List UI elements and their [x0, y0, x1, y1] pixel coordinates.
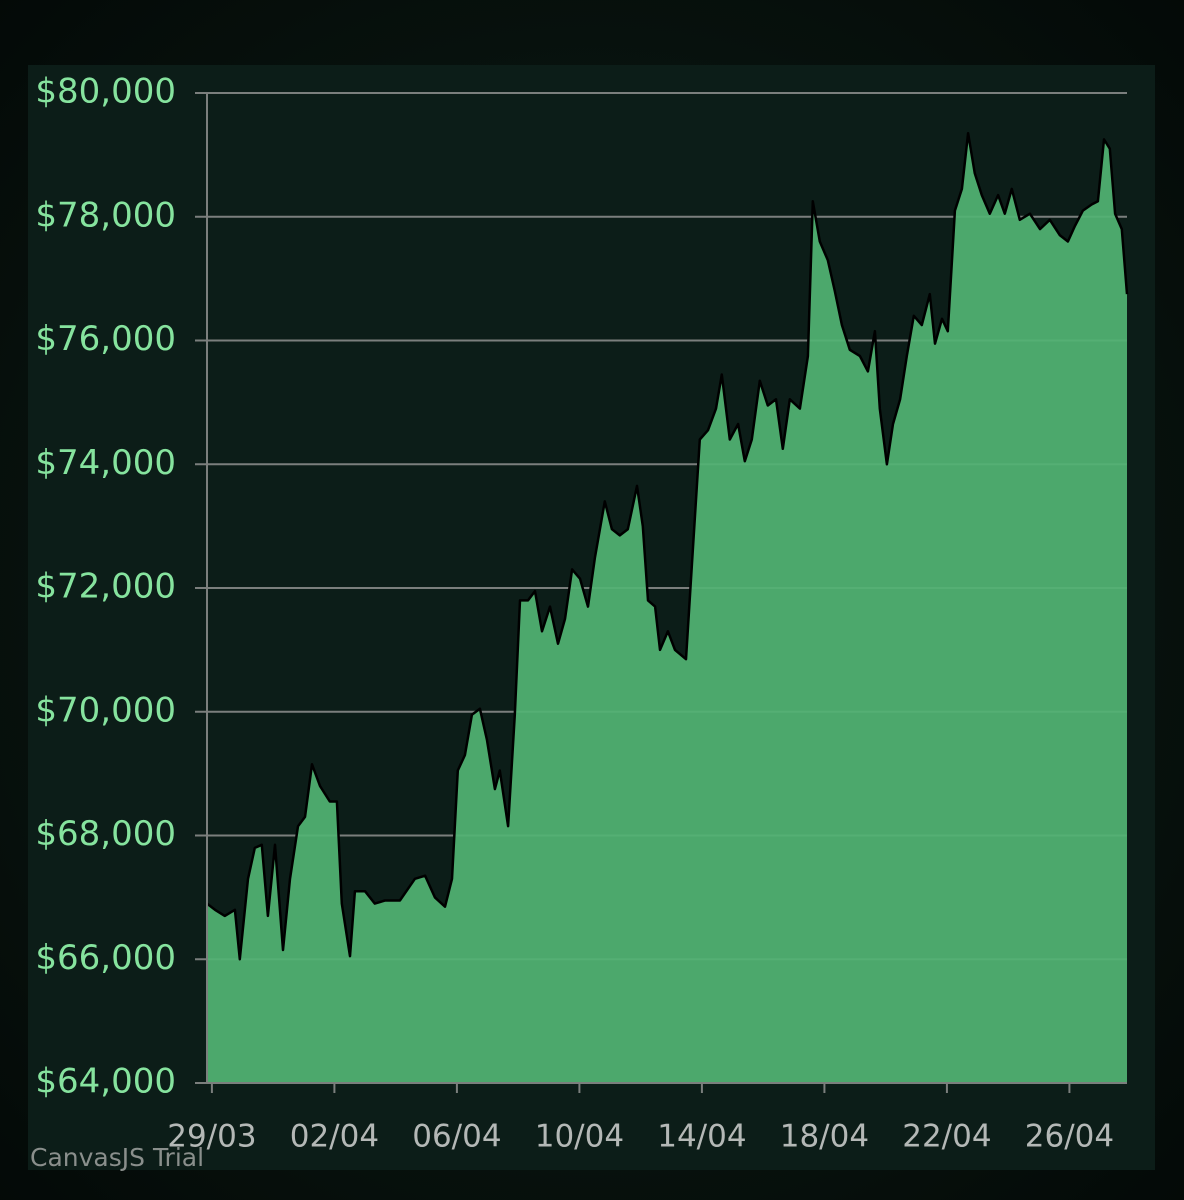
y-tick-label: $80,000 [35, 72, 176, 112]
y-tick-label: $74,000 [35, 443, 176, 483]
y-tick-label: $72,000 [35, 567, 176, 607]
plot-area: $64,000 $66,000 $68,000 $70,000 $72,000 $74,0… [35, 72, 1129, 1155]
y-tick-label: $70,000 [35, 690, 176, 730]
y-tick-label: $68,000 [35, 814, 176, 854]
y-tick-label: $76,000 [35, 319, 176, 359]
x-tick-label: 02/04 [290, 1119, 379, 1155]
watermark: CanvasJS Trial [30, 1143, 204, 1172]
y-tick-label: $78,000 [35, 195, 176, 235]
x-tick-label: 29/03 [167, 1119, 256, 1155]
line [206, 131, 1129, 961]
x-tick-label: 06/04 [412, 1119, 501, 1155]
x-tick-label: 14/04 [657, 1119, 746, 1155]
area [207, 133, 1127, 1083]
x-tick-label: 22/04 [902, 1119, 991, 1155]
x-tick-label: 10/04 [535, 1119, 624, 1155]
y-tick-label: $64,000 [35, 1062, 176, 1102]
x-tick-label: 26/04 [1025, 1119, 1114, 1155]
y-tick-label: $66,000 [35, 938, 176, 978]
x-tick-label: 18/04 [780, 1119, 869, 1155]
